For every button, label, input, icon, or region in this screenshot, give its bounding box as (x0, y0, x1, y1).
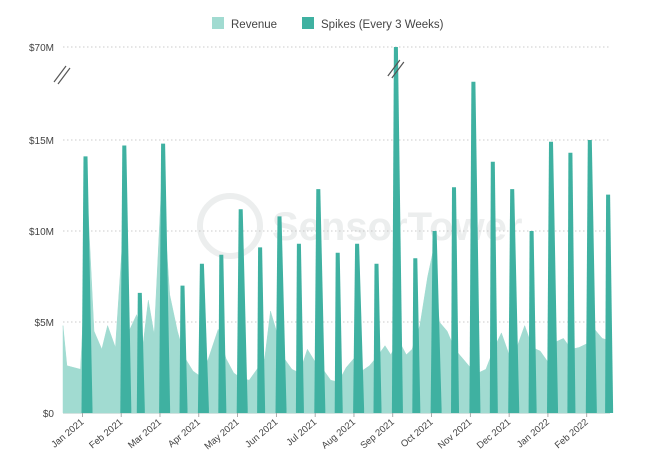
spike-bar (469, 81, 481, 414)
x-axis: Jan 2021 Feb 2021 Mar 2021 Apr 2021 May 2021… (49, 413, 591, 452)
x-tick-label: Apr 2021 (166, 417, 203, 450)
spike-bar (528, 231, 537, 413)
spike-bar (136, 292, 145, 413)
spike-bar (218, 254, 227, 413)
legend: Revenue Spikes (Every 3 Weeks) (212, 17, 444, 31)
spike-bar (547, 141, 558, 414)
x-tick-label: Feb 2022 (553, 417, 591, 451)
x-tick-label: Jan 2021 (49, 417, 86, 451)
spike-bar (373, 263, 382, 413)
spike-bar (412, 258, 421, 413)
axis-break-mark-spike-a (387, 59, 401, 77)
spike-bar (353, 243, 365, 413)
x-tick-label: Dec 2021 (475, 417, 513, 452)
y-tick-label: $10M (29, 227, 54, 238)
y-axis: $0 $5M $10M $15M $70M (29, 43, 54, 420)
x-tick-label: Aug 2021 (320, 417, 358, 452)
spike-bar (585, 140, 597, 413)
axis-break (53, 59, 405, 85)
y-tick-label: $15M (29, 136, 54, 147)
x-tick-label: Nov 2021 (436, 417, 474, 452)
x-tick-label: Mar 2021 (126, 417, 164, 451)
spike-bar (391, 47, 403, 413)
y-tick-label: $5M (35, 318, 54, 329)
spike-bar (451, 187, 459, 413)
watermark-logo-icon (197, 193, 263, 259)
axis-break-mark-left-a (53, 65, 67, 83)
x-tick-label: Jun 2021 (243, 417, 280, 451)
x-tick-label: Feb 2021 (87, 417, 125, 451)
spike-bar (430, 231, 442, 413)
y-tick-label: $0 (43, 409, 55, 420)
spike-bar (605, 194, 614, 413)
spike-bar (314, 189, 326, 413)
spike-bar (489, 161, 498, 413)
spike-bar (567, 152, 576, 413)
spike-bar (295, 243, 304, 413)
spike-bar (81, 156, 93, 413)
spike-bar (236, 209, 248, 413)
axis-break-mark-left-b (57, 67, 71, 85)
spike-bar (159, 143, 171, 413)
spike-bar (120, 145, 132, 413)
spike-bar (179, 285, 188, 413)
x-tick-label: Jan 2022 (515, 417, 552, 451)
x-tick-label: May 2021 (202, 417, 241, 452)
spike-series (81, 47, 614, 414)
x-tick-label: Jul 2021 (285, 417, 320, 449)
legend-swatch-spikes (302, 17, 314, 29)
legend-label-revenue: Revenue (231, 19, 277, 31)
legend-swatch-revenue (212, 17, 224, 29)
spike-bar (197, 263, 209, 413)
spike-bar (334, 252, 343, 413)
legend-label-spikes: Spikes (Every 3 Weeks) (321, 19, 444, 31)
x-tick-label: Oct 2021 (399, 417, 436, 450)
y-tick-label: $70M (29, 43, 54, 54)
axis-break-mark-spike-b (391, 61, 405, 79)
spike-bar (275, 216, 287, 413)
x-tick-label: Sep 2021 (358, 417, 396, 452)
spike-bar (508, 189, 520, 413)
spike-bar (257, 247, 266, 413)
